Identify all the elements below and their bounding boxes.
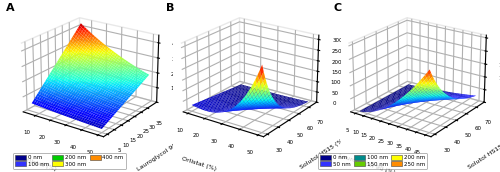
- Text: B: B: [166, 3, 174, 13]
- Text: C: C: [333, 3, 341, 13]
- Legend: 0 nm, 100 nm, 200 nm, 300 nm, 400 nm: 0 nm, 100 nm, 200 nm, 300 nm, 400 nm: [13, 153, 126, 169]
- Text: A: A: [6, 3, 14, 13]
- Legend: 0 nm, 50 nm, 100 nm, 150 nm, 200 nm, 250 nm: 0 nm, 50 nm, 100 nm, 150 nm, 200 nm, 250…: [318, 153, 428, 169]
- Y-axis label: Solutol HS15 (%): Solutol HS15 (%): [467, 137, 500, 170]
- Y-axis label: Solutol HS15 (%): Solutol HS15 (%): [300, 137, 346, 170]
- X-axis label: Orlistat (%): Orlistat (%): [21, 156, 57, 172]
- Y-axis label: Lauroglycol 90 (%): Lauroglycol 90 (%): [136, 136, 189, 172]
- X-axis label: Lauroglycol 90 (%): Lauroglycol 90 (%): [338, 153, 396, 172]
- X-axis label: Orlistat (%): Orlistat (%): [181, 156, 217, 172]
